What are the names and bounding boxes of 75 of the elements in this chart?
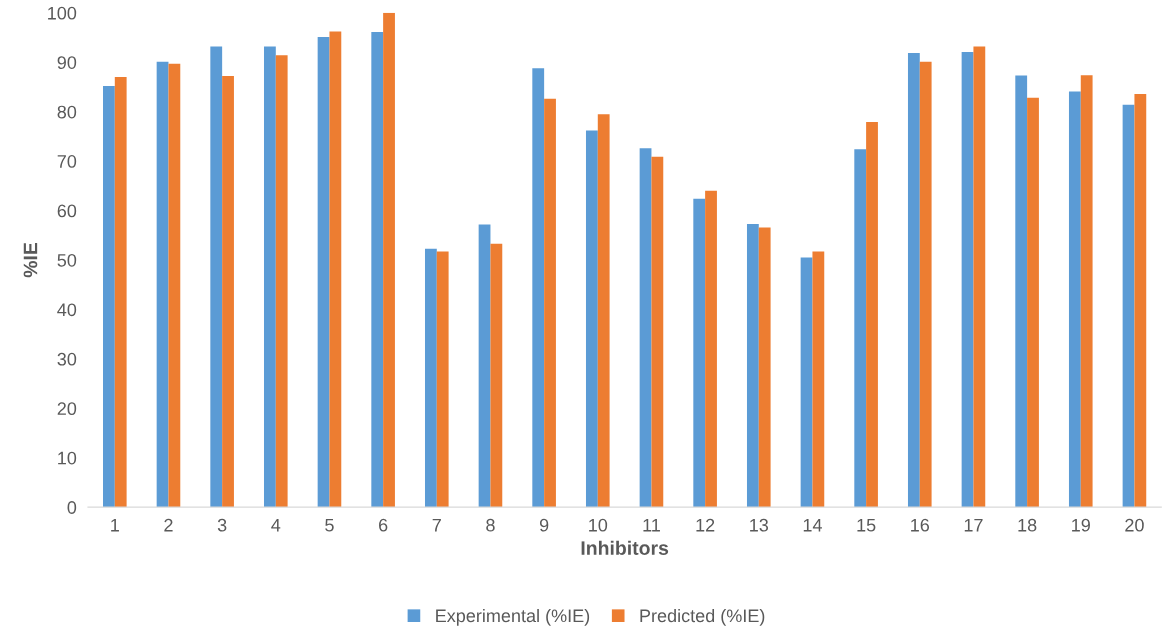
y-tick-label: 40 bbox=[57, 303, 77, 317]
bar bbox=[478, 224, 491, 508]
bar bbox=[275, 55, 288, 508]
x-tick-label: 8 bbox=[486, 518, 495, 532]
x-tick-label: 12 bbox=[696, 518, 715, 532]
x-tick-label: 17 bbox=[964, 518, 983, 532]
bar bbox=[907, 52, 920, 508]
bar bbox=[436, 251, 449, 508]
bar bbox=[103, 86, 115, 508]
bar bbox=[746, 223, 759, 508]
bar bbox=[371, 32, 384, 508]
x-tick-label: 19 bbox=[1072, 518, 1090, 532]
bar bbox=[383, 12, 395, 508]
bar bbox=[1068, 91, 1081, 508]
bar bbox=[114, 77, 127, 508]
x-axis-title: Inhibitors bbox=[581, 540, 669, 555]
bar bbox=[651, 156, 664, 508]
x-tick-label: 1 bbox=[111, 518, 119, 532]
bar bbox=[1134, 93, 1147, 508]
bar bbox=[693, 198, 706, 508]
x-tick-label: 3 bbox=[217, 518, 227, 532]
y-tick-label: 80 bbox=[57, 105, 77, 119]
x-tick-label: 20 bbox=[1125, 518, 1144, 532]
y-tick-label: 90 bbox=[57, 56, 77, 69]
y-axis-title: %IE bbox=[23, 242, 38, 278]
bar bbox=[264, 46, 276, 508]
bar bbox=[854, 149, 867, 508]
bar bbox=[705, 190, 717, 508]
bar bbox=[532, 68, 545, 508]
x-tick-label: 11 bbox=[643, 518, 660, 532]
bar bbox=[424, 248, 437, 508]
x-tick-label: 14 bbox=[803, 518, 822, 532]
bar bbox=[919, 61, 932, 508]
bar bbox=[544, 98, 556, 508]
bar bbox=[973, 46, 986, 508]
x-tick-label: 15 bbox=[857, 518, 876, 532]
x-tick-label: 18 bbox=[1018, 518, 1037, 532]
bar bbox=[597, 114, 610, 508]
bar bbox=[1027, 97, 1039, 508]
bar bbox=[961, 51, 974, 508]
x-tick-label: 4 bbox=[271, 518, 281, 532]
bar bbox=[800, 257, 813, 508]
bar bbox=[585, 130, 598, 508]
bar bbox=[639, 148, 652, 508]
bar bbox=[1080, 75, 1093, 508]
bar bbox=[1122, 104, 1135, 508]
y-tick-label: 100 bbox=[48, 6, 77, 20]
bar bbox=[210, 46, 223, 508]
x-tick-label: 9 bbox=[539, 518, 549, 532]
bar bbox=[758, 227, 771, 508]
y-tick-label: 60 bbox=[57, 204, 77, 218]
y-tick-label: 30 bbox=[57, 352, 77, 366]
y-tick-label: 70 bbox=[57, 155, 77, 168]
y-tick-label: 20 bbox=[57, 402, 77, 416]
y-tick-label: 0 bbox=[67, 501, 77, 514]
bar bbox=[329, 31, 342, 508]
x-tick-label: 10 bbox=[589, 518, 608, 532]
x-tick-label: 2 bbox=[164, 518, 173, 532]
bar bbox=[1015, 75, 1028, 508]
legend-label: Predicted (%IE) bbox=[640, 608, 765, 626]
y-tick-label: 50 bbox=[57, 253, 77, 267]
bar bbox=[866, 122, 878, 508]
y-tick-label: 10 bbox=[58, 451, 77, 465]
bar bbox=[222, 76, 234, 508]
bar bbox=[168, 63, 181, 508]
bar bbox=[490, 243, 503, 508]
bar bbox=[156, 61, 169, 508]
bar bbox=[812, 251, 825, 508]
x-tick-label: 16 bbox=[911, 518, 930, 532]
x-tick-label: 6 bbox=[379, 518, 388, 532]
x-tick-label: 13 bbox=[750, 518, 769, 532]
x-tick-label: 5 bbox=[325, 518, 334, 532]
legend-label: Experimental (%IE) bbox=[436, 608, 590, 626]
bar bbox=[317, 37, 330, 508]
x-tick-label: 7 bbox=[432, 518, 441, 532]
